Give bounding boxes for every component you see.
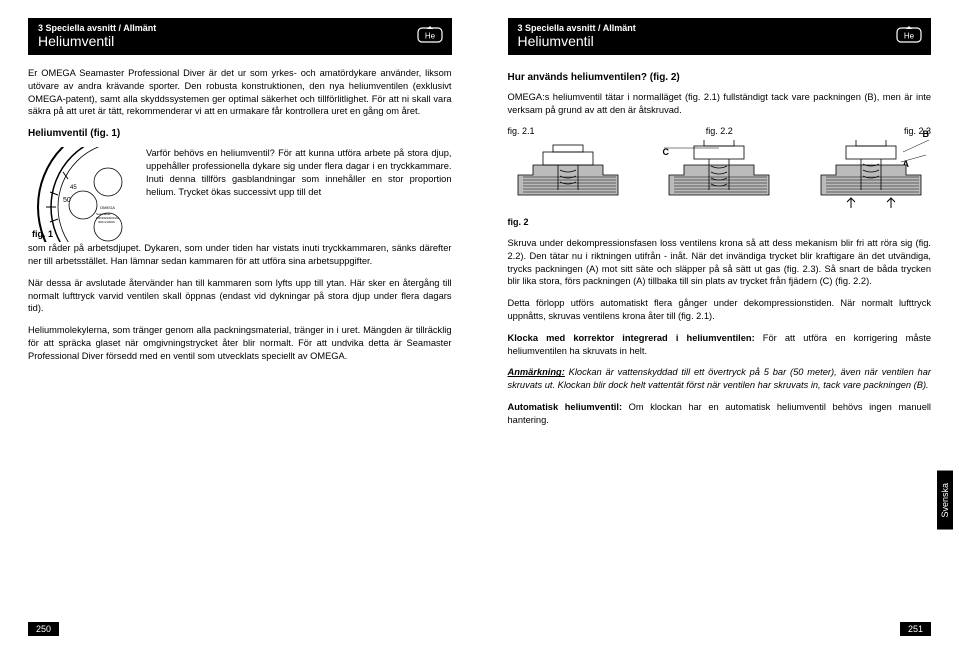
svg-text:He: He — [904, 32, 915, 41]
rp4-bold: Klocka med korrektor integrerad i helium… — [508, 333, 755, 343]
question-title: Hur används heliumventilen? (fig. 2) — [508, 71, 932, 85]
right-page: 3 Speciella avsnitt / Allmänt Heliumvent… — [480, 0, 959, 650]
header-breadcrumb: 3 Speciella avsnitt / Allmänt — [38, 23, 442, 33]
language-tab: Svenska — [937, 471, 953, 530]
helium-icon: He — [895, 24, 923, 46]
header-bar-left: 3 Speciella avsnitt / Allmänt Heliumvent… — [28, 18, 452, 55]
fig1-block: 50 45 OMEGA Seamaster PROFESSIONAL 300m/… — [28, 147, 452, 242]
rp5-rest: Klockan är vattenskyddad till ett övertr… — [508, 367, 932, 390]
intro-paragraph: Er OMEGA Seamaster Professional Diver är… — [28, 67, 452, 118]
svg-text:OMEGA: OMEGA — [100, 205, 115, 210]
valve-diagrams: B C A — [508, 140, 932, 215]
svg-text:45: 45 — [70, 185, 77, 191]
rp6: Automatisk heliumventil: Om klockan har … — [508, 401, 932, 427]
body-right: Hur används heliumventilen? (fig. 2) OME… — [508, 67, 932, 436]
page-number-right: 251 — [900, 622, 931, 636]
rp4: Klocka med korrektor integrerad i helium… — [508, 332, 932, 358]
header-title: Heliumventil — [38, 33, 442, 49]
fig1-side-text: Varför behövs en heliumventil? För att k… — [146, 147, 452, 242]
fig2-label: fig. 2 — [508, 216, 529, 228]
rp2: Skruva under dekompressionsfasen loss ve… — [508, 237, 932, 288]
rp3: Detta förlopp utförs automatiskt flera g… — [508, 297, 932, 323]
rp5: Anmärkning: Klockan är vattenskyddad til… — [508, 366, 932, 392]
svg-text:He: He — [424, 32, 435, 41]
valve-diagram-1 — [508, 140, 628, 215]
fig-labels-row: fig. 2.1 fig. 2.2 fig. 2.3 — [508, 125, 932, 137]
header-title-r: Heliumventil — [518, 33, 922, 49]
fig1-label: fig. 1 — [32, 228, 53, 240]
section-title-fig1: Heliumventil (fig. 1) — [28, 127, 452, 141]
fig1-watch-illustration: 50 45 OMEGA Seamaster PROFESSIONAL 300m/… — [28, 147, 138, 242]
helium-icon: He — [416, 24, 444, 46]
rp6-bold: Automatisk heliumventil: — [508, 402, 623, 412]
rp1: OMEGA:s heliumventil tätar i normalläget… — [508, 91, 932, 117]
left-page: 3 Speciella avsnitt / Allmänt Heliumvent… — [0, 0, 480, 650]
label-b: B — [923, 128, 930, 140]
svg-text:300m/1000ft: 300m/1000ft — [98, 220, 115, 224]
p3: När dessa är avslutade återvänder han ti… — [28, 277, 452, 315]
valve-diagram-3 — [811, 140, 931, 215]
valve-diagram-2 — [659, 140, 779, 215]
page-number-left: 250 — [28, 622, 59, 636]
header-breadcrumb-r: 3 Speciella avsnitt / Allmänt — [518, 23, 922, 33]
fig21-label: fig. 2.1 — [508, 125, 535, 137]
fig22-label: fig. 2.2 — [706, 125, 733, 137]
rp5-lead: Anmärkning: — [508, 367, 565, 377]
p4: Heliummolekylerna, som tränger genom all… — [28, 324, 452, 362]
body-left: Er OMEGA Seamaster Professional Diver är… — [28, 67, 452, 372]
header-bar-right: 3 Speciella avsnitt / Allmänt Heliumvent… — [508, 18, 932, 55]
p2-continuation: som råder på arbetsdjupet. Dykaren, som … — [28, 242, 452, 268]
